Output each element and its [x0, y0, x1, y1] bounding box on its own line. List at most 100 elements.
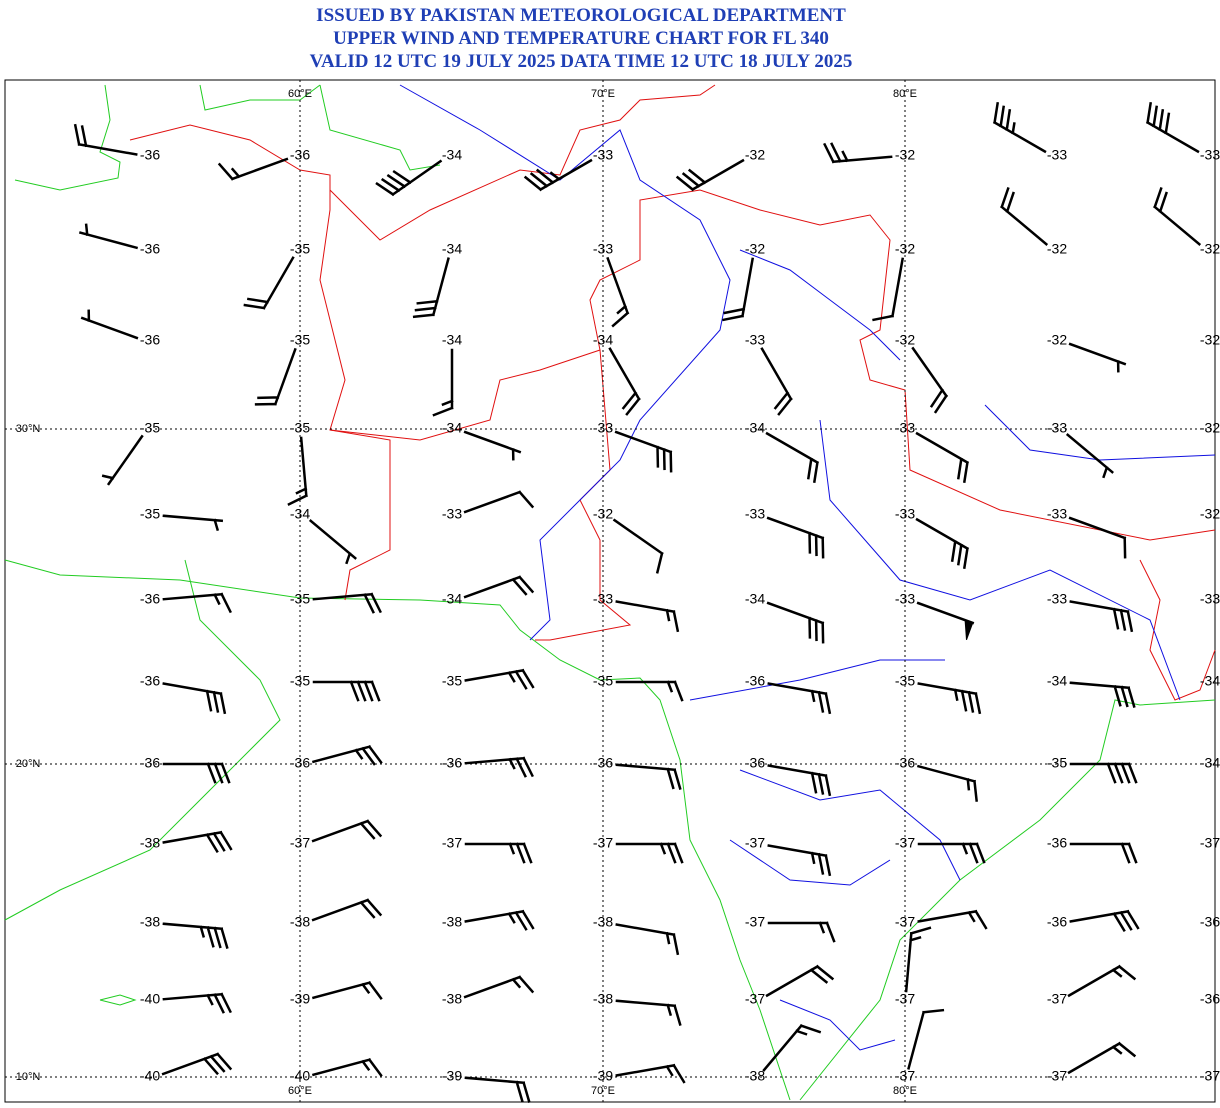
wind-barb — [523, 158, 593, 192]
temperature: -37 — [593, 835, 613, 851]
temperature: -38 — [140, 835, 160, 851]
temperature: -38 — [593, 914, 613, 930]
wind-barb — [917, 909, 988, 930]
temperature: -37 — [1200, 1068, 1220, 1084]
temperature: -35 — [140, 506, 160, 522]
temperature: -36 — [140, 241, 160, 257]
wind-barb — [312, 680, 381, 702]
graticule: 60°E 70°E 80°E 60°E 70°E 80°E 30°N 20°N … — [5, 80, 1215, 1102]
wind-barb — [1067, 1041, 1137, 1075]
wind-pennant — [964, 619, 974, 640]
wind-barb — [1065, 433, 1114, 479]
wind-barb — [1069, 762, 1138, 784]
border — [129, 124, 391, 601]
wind-barb — [161, 1052, 233, 1076]
wind-barb — [78, 223, 139, 250]
wind-barb — [766, 601, 825, 644]
wind-barb — [311, 819, 383, 843]
wind-barb — [254, 347, 297, 406]
wind-barb — [432, 348, 454, 417]
borders — [129, 84, 1216, 701]
wind-barb — [1000, 187, 1049, 246]
temperature: -38 — [442, 991, 462, 1007]
temperature: -36 — [290, 755, 310, 771]
wind-barb — [162, 592, 232, 614]
river — [984, 404, 1216, 461]
temperature: -36 — [140, 591, 160, 607]
wind-barb — [916, 764, 978, 802]
coastline — [99, 994, 137, 1006]
wind-barb — [722, 257, 755, 322]
temperature: -38 — [140, 914, 160, 930]
wind-barb — [412, 257, 450, 319]
temperature: -34 — [745, 420, 765, 436]
lon-label: 80°E — [893, 88, 917, 100]
wind-barb — [615, 923, 680, 956]
temperature: -35 — [593, 673, 613, 689]
temperature: -37 — [895, 1068, 915, 1084]
wind-barb — [162, 830, 233, 854]
lon-label: 70°E — [591, 88, 615, 100]
coastline — [4, 559, 281, 921]
wind-barb — [375, 159, 443, 197]
temperature: -36 — [1047, 835, 1067, 851]
temperature: -33 — [593, 420, 613, 436]
temperature: -37 — [895, 991, 915, 1007]
wind-barb — [463, 490, 535, 514]
wind-barb — [762, 1023, 822, 1072]
wind-barb — [1069, 842, 1138, 864]
temperature: -36 — [745, 755, 765, 771]
coastline — [14, 84, 121, 191]
wind-barb — [767, 682, 832, 715]
temperature: -32 — [745, 241, 765, 257]
wind-barb — [916, 601, 975, 625]
river — [779, 999, 896, 1051]
wind-barb — [73, 123, 138, 156]
temperature: -37 — [1047, 1068, 1067, 1084]
wind-barb — [615, 680, 684, 702]
wind-barb — [217, 157, 289, 181]
temperature: -40 — [140, 991, 160, 1007]
temperature: -33 — [745, 506, 765, 522]
wind-barb — [675, 158, 745, 192]
temperature: -32 — [895, 147, 915, 163]
temperature: -36 — [290, 147, 310, 163]
river — [689, 659, 945, 701]
temperature: -36 — [895, 755, 915, 771]
wind-barb — [612, 518, 664, 574]
border — [535, 349, 632, 641]
temperature: -33 — [1200, 147, 1220, 163]
temperature: -34 — [745, 591, 765, 607]
wind-barb — [767, 764, 832, 797]
lat-label: 30°N — [16, 423, 41, 435]
temperature: -37 — [895, 914, 915, 930]
lat-label: 20°N — [16, 758, 41, 770]
temperature: -33 — [895, 591, 915, 607]
border — [329, 84, 716, 241]
wind-barb — [615, 842, 684, 864]
wind-barb — [917, 682, 982, 715]
wind-barb — [904, 926, 932, 993]
temperature: -35 — [290, 420, 310, 436]
wind-barb — [463, 575, 535, 599]
wind-barb — [162, 682, 227, 715]
lon-label: 80°E — [893, 1085, 917, 1097]
wind-barb — [615, 999, 682, 1026]
temperature: -36 — [140, 147, 160, 163]
temperature: -35 — [290, 332, 310, 348]
temperature: -33 — [1047, 591, 1067, 607]
wind-barb — [1068, 516, 1127, 559]
wind-barb — [1069, 681, 1136, 708]
wind-barb — [311, 1057, 383, 1077]
temperature: -38 — [442, 914, 462, 930]
temperature: -33 — [895, 506, 915, 522]
lon-label: 60°E — [288, 1085, 312, 1097]
temperature: -34 — [442, 332, 462, 348]
wind-barb — [1145, 101, 1200, 154]
wind-barb — [464, 909, 535, 931]
stations: -36 -36 -34 -33 -32 -32 -33 -33 -36 -35 -34 -33 -32 -… — [73, 101, 1220, 1103]
temperature: -36 — [140, 673, 160, 689]
wind-barb — [463, 430, 522, 461]
temperature: -37 — [290, 835, 310, 851]
